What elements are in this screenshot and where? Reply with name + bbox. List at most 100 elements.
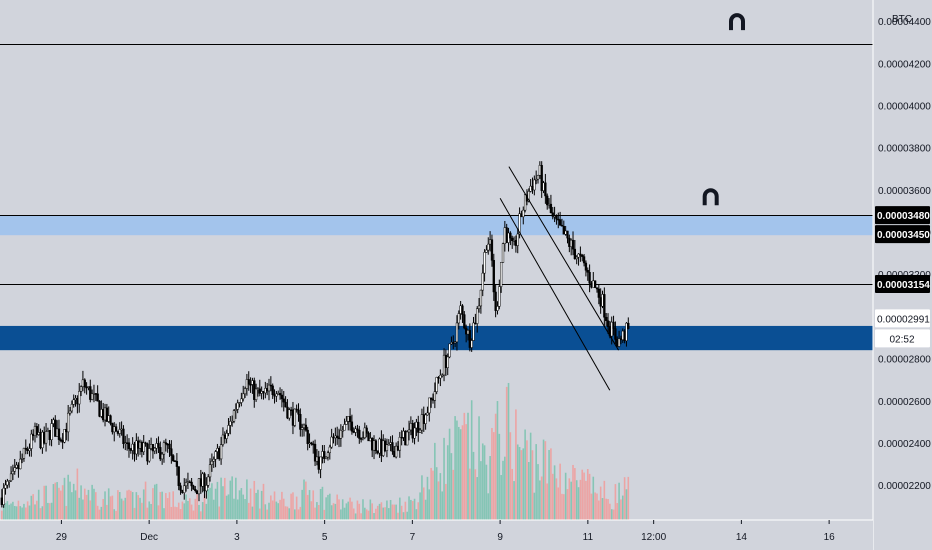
volume-bar xyxy=(148,501,151,520)
candle-body xyxy=(253,380,256,400)
candle-body xyxy=(308,442,311,445)
volume-bar xyxy=(625,489,628,520)
volume-bar xyxy=(211,483,213,520)
volume-bar xyxy=(579,479,582,520)
candle-body xyxy=(617,338,621,347)
candle-body xyxy=(466,330,470,335)
candle-body xyxy=(234,409,237,411)
time-axis[interactable] xyxy=(0,520,873,550)
volume-bar xyxy=(303,479,305,520)
volume-bar xyxy=(32,494,34,520)
volume-bar xyxy=(264,504,267,520)
volume-bar xyxy=(41,506,44,520)
volume-bar xyxy=(386,500,388,520)
magnet-icon[interactable] xyxy=(702,188,719,206)
volume-bar xyxy=(159,491,162,520)
volume-bar xyxy=(463,412,466,520)
candle-body xyxy=(116,431,120,434)
volume-bar xyxy=(321,486,324,520)
horizontal-lines[interactable] xyxy=(0,44,873,285)
candle-body xyxy=(177,466,180,486)
time-tick-label: Dec xyxy=(140,532,158,543)
candle-body xyxy=(385,444,389,451)
volume-bar xyxy=(157,505,160,520)
volume-bar xyxy=(141,502,143,520)
candle-body xyxy=(564,230,567,235)
candle-body xyxy=(87,386,90,388)
candle-body xyxy=(584,262,588,271)
magnet-icon[interactable] xyxy=(729,13,746,31)
volume-bar xyxy=(107,488,110,520)
candle-body xyxy=(59,439,62,441)
candle-body xyxy=(356,428,359,431)
volume-bar xyxy=(174,506,176,520)
candle-body xyxy=(264,388,267,394)
volume-bar xyxy=(362,499,364,520)
volume-bar xyxy=(314,507,316,520)
volume-bar xyxy=(196,494,198,520)
candle-body xyxy=(387,443,390,446)
volume-bar xyxy=(17,500,20,520)
volume-bar xyxy=(413,498,416,520)
volume-bar xyxy=(516,444,519,520)
candle-body xyxy=(271,385,274,395)
volume-bar xyxy=(120,498,123,520)
candle-body xyxy=(160,453,164,460)
price-tick-label: 0.00004000 xyxy=(878,101,931,112)
volume-bar xyxy=(470,400,473,520)
candle-body xyxy=(323,451,326,459)
candle-body xyxy=(15,464,18,468)
candle-body xyxy=(216,448,219,452)
candle-body xyxy=(378,438,381,454)
candle-body xyxy=(109,415,112,424)
candle-body xyxy=(17,464,20,470)
volume-bar xyxy=(557,487,560,520)
volume-bar xyxy=(23,503,25,520)
volume-bar xyxy=(408,496,410,520)
volume-bar xyxy=(364,507,366,520)
candle-body xyxy=(24,447,27,450)
volume-bar xyxy=(599,486,602,520)
candle-body xyxy=(520,213,523,218)
candle-body xyxy=(383,440,387,451)
volume-bar xyxy=(113,509,116,520)
volume-bar xyxy=(279,499,281,520)
volume-bar xyxy=(515,409,517,520)
candle-body xyxy=(90,393,94,400)
volume-bar xyxy=(459,429,462,520)
candle-body xyxy=(461,305,464,315)
volume-bar xyxy=(568,478,571,520)
candle-body xyxy=(310,442,313,445)
channel-lines[interactable] xyxy=(499,166,619,391)
candle-body xyxy=(573,248,577,260)
time-tick-label: 12:00 xyxy=(641,532,666,543)
candle-body xyxy=(549,203,553,214)
volume-bar xyxy=(588,473,591,520)
volume-bar xyxy=(419,492,421,520)
candle-body xyxy=(76,398,79,405)
volume-bar xyxy=(317,504,320,520)
volume-bar xyxy=(43,485,46,520)
candle-body xyxy=(159,447,162,460)
volume-bar xyxy=(124,497,127,520)
candle-body xyxy=(44,431,48,444)
volume-bar xyxy=(284,506,287,520)
volume-bar xyxy=(524,429,526,520)
volume-bar xyxy=(330,505,333,520)
candle-body xyxy=(92,393,96,395)
candle-body xyxy=(280,394,284,400)
volume-bar xyxy=(28,505,31,520)
volume-bar xyxy=(104,491,106,520)
volume-bar xyxy=(443,437,445,520)
candle-body xyxy=(437,377,440,379)
volume-bar xyxy=(96,505,99,520)
volume-bar xyxy=(537,464,539,520)
time-axis-ticks[interactable]: 29 Dec 3 5 7 9 11 12:00 14 16 xyxy=(56,520,835,543)
volume-bar xyxy=(432,470,434,520)
volume-bar xyxy=(402,512,405,520)
volume-bar xyxy=(229,480,232,520)
volume-bar xyxy=(34,504,36,520)
candle-body xyxy=(603,294,606,318)
